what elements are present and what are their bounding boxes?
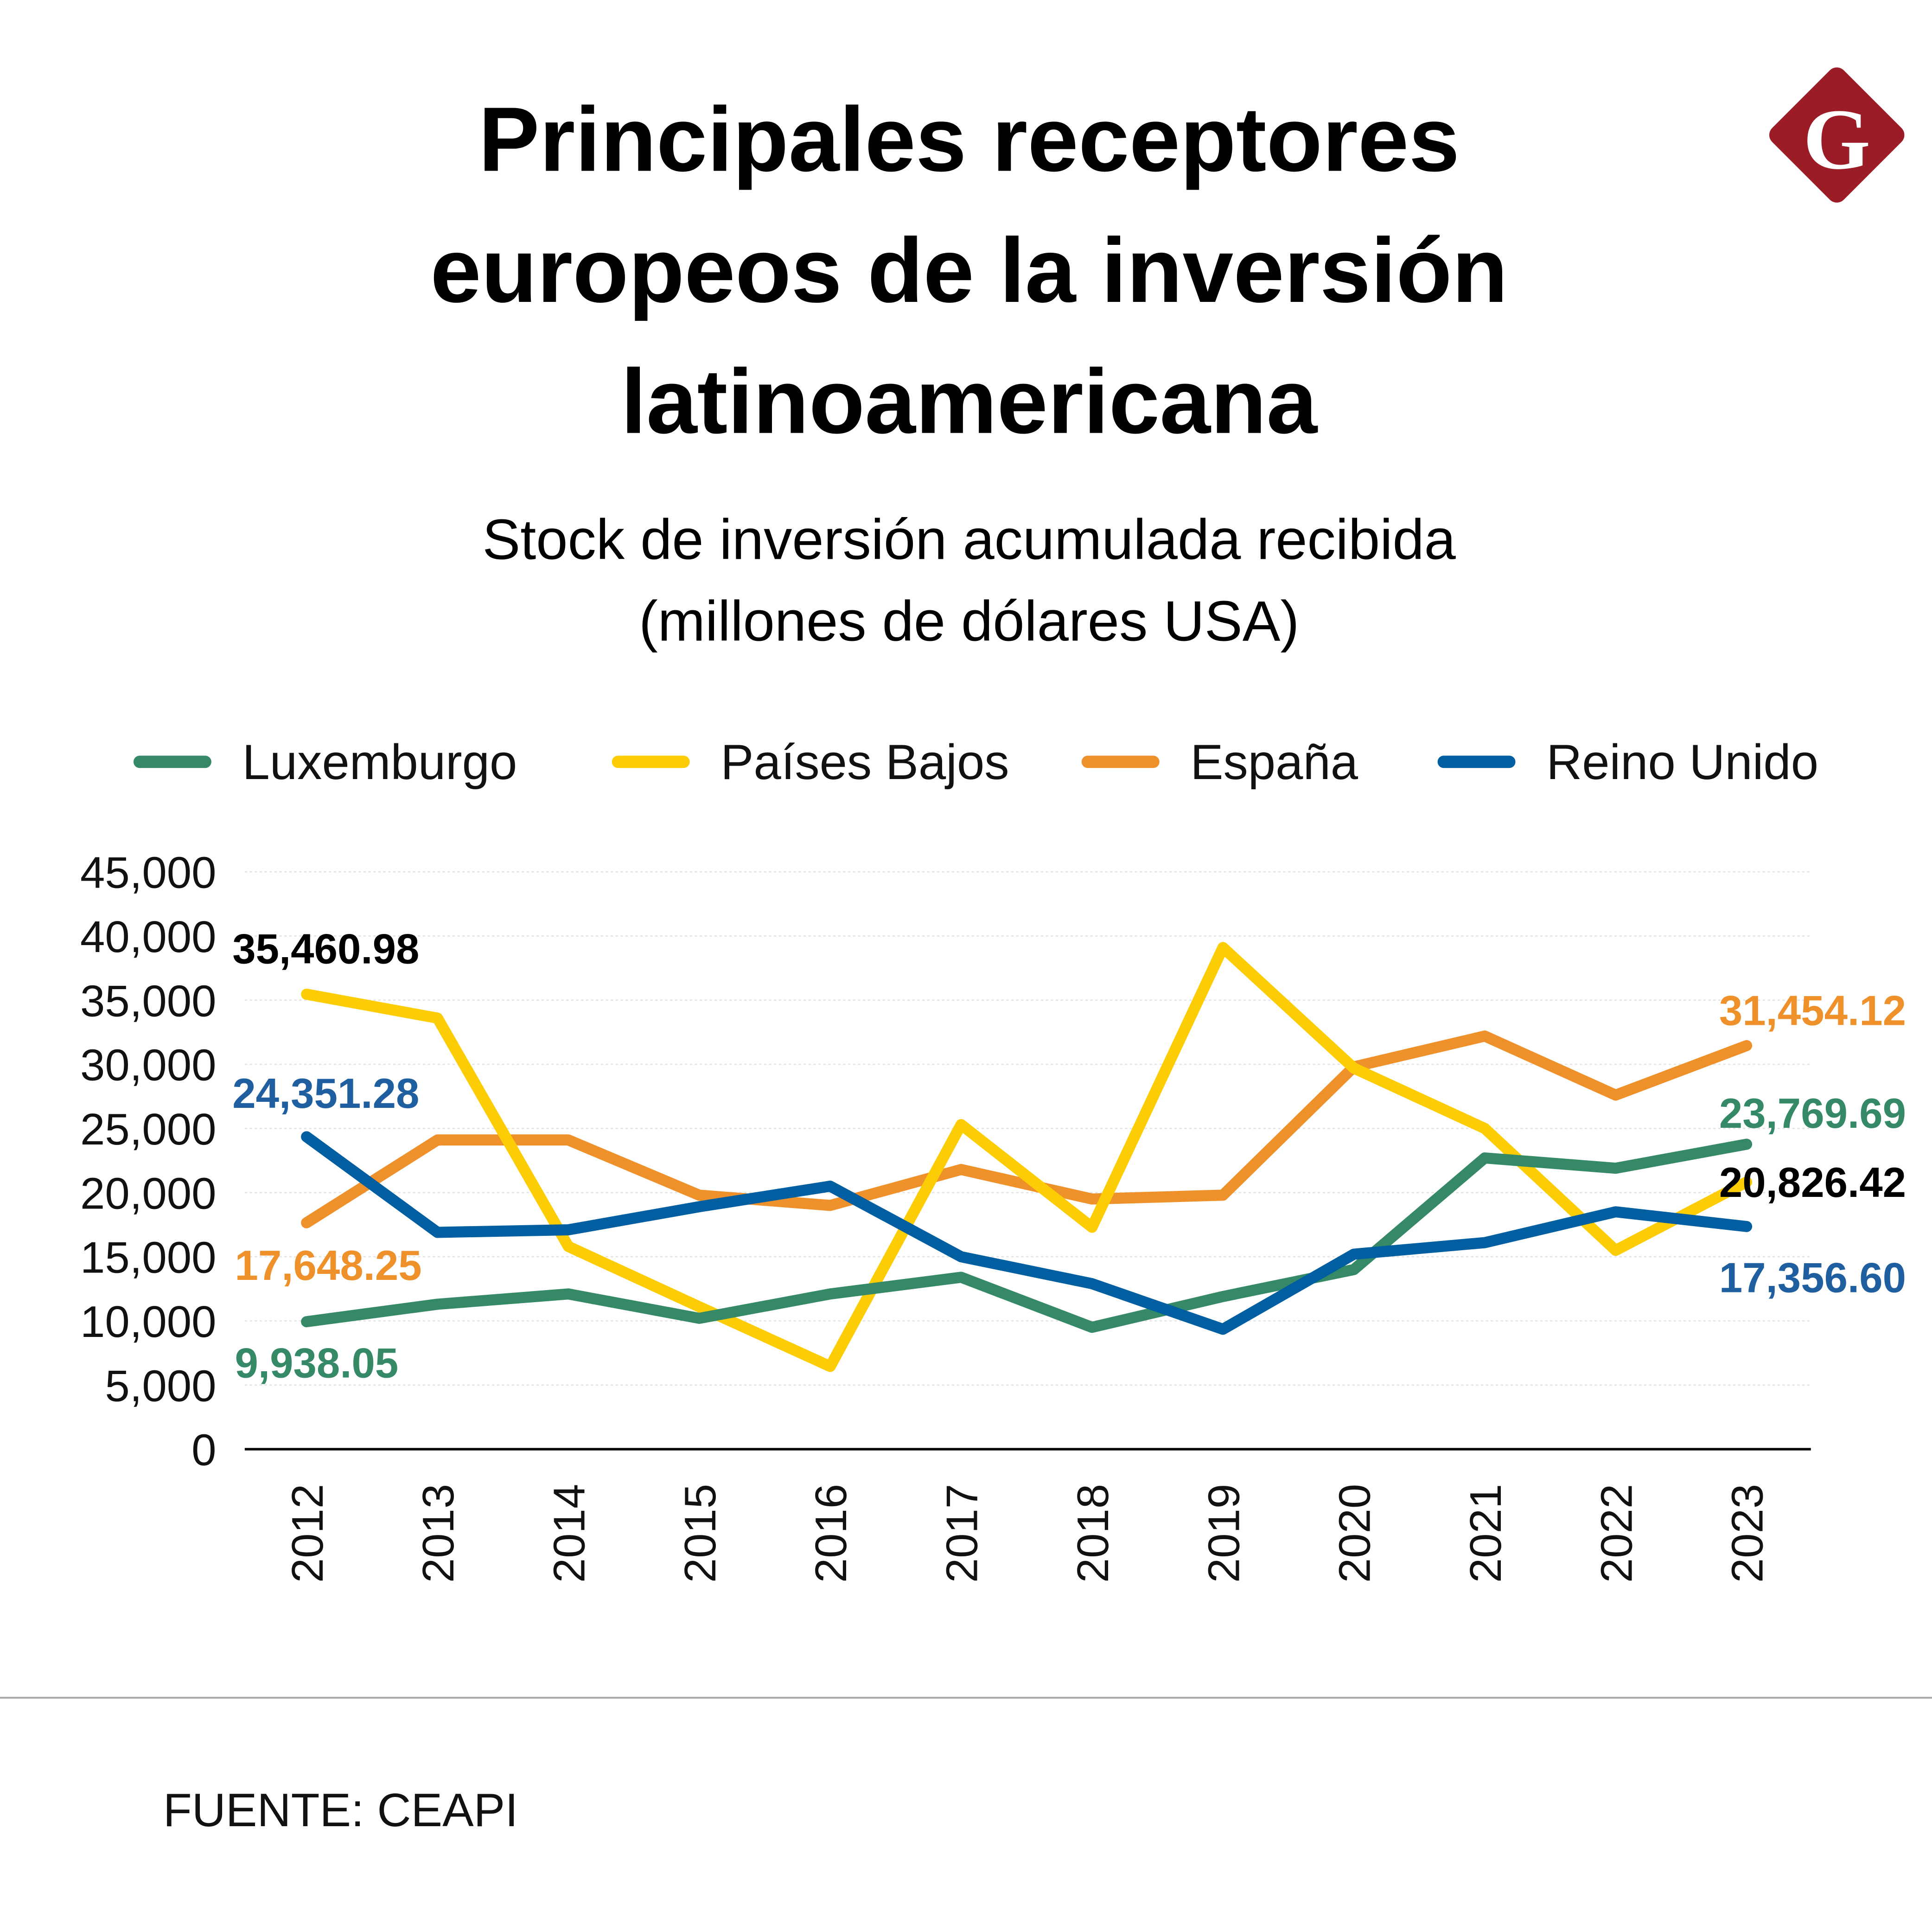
- subtitle-line-2: (millones de dólares USA): [639, 589, 1299, 652]
- data-label-last: 20,826.42: [1719, 1159, 1906, 1206]
- y-tick-label: 5,000: [105, 1361, 216, 1411]
- x-tick-label: 2022: [1592, 1484, 1641, 1583]
- x-tick-label: 2020: [1330, 1484, 1380, 1583]
- subtitle-line-1: Stock de inversión acumulada recibida: [482, 508, 1456, 571]
- x-tick-label: 2015: [676, 1484, 725, 1583]
- x-tick-label: 2019: [1199, 1484, 1249, 1583]
- y-tick-label: 35,000: [80, 976, 217, 1026]
- title-line-3: latinoamericana: [621, 350, 1318, 453]
- logo: G: [1769, 67, 1905, 203]
- y-tick-label: 20,000: [80, 1169, 217, 1218]
- y-tick-label: 0: [191, 1426, 216, 1475]
- series-line-reino-unido: [301, 1131, 1753, 1335]
- logo-diamond: [1769, 67, 1905, 203]
- grid: [244, 871, 1811, 1386]
- logo-letter: G: [1803, 92, 1870, 187]
- x-tick-label: 2016: [806, 1484, 856, 1583]
- y-axis: 0 5,000 10,000 15,000 20,000 25,000 30,000 35,0…: [80, 848, 217, 1475]
- legend: Luxemburgo Países Bajos España Reino Unido: [133, 734, 1818, 790]
- title-line-1: Principales receptores: [478, 88, 1460, 190]
- y-tick-label: 15,000: [80, 1233, 217, 1283]
- source-note: FUENTE: CEAPI: [163, 1784, 518, 1836]
- x-tick-label: 2021: [1461, 1484, 1511, 1583]
- x-tick-label: 2014: [545, 1484, 594, 1583]
- x-tick-label: 2018: [1068, 1484, 1118, 1583]
- x-tick-label: 2012: [283, 1484, 332, 1583]
- data-label-first: 24,351.28: [232, 1070, 419, 1117]
- legend-label: Reino Unido: [1546, 734, 1818, 790]
- x-axis: 2012 2013 2014 2015 2016 2017 2018 2019 2020 2021…: [283, 1484, 1773, 1583]
- legend-label: Luxemburgo: [242, 734, 517, 790]
- legend-label: Países Bajos: [721, 734, 1009, 790]
- y-tick-label: 40,000: [80, 912, 217, 962]
- data-label-last: 31,454.12: [1719, 988, 1906, 1035]
- x-tick-label: 2013: [414, 1484, 463, 1583]
- title-line-2: europeos de la inversión: [430, 219, 1508, 321]
- data-label-first: 35,460.98: [232, 926, 419, 972]
- y-tick-label: 30,000: [80, 1041, 217, 1090]
- y-tick-label: 45,000: [80, 848, 217, 898]
- x-tick-label: 2017: [937, 1484, 987, 1583]
- series-line-luxemburgo: [301, 1138, 1753, 1333]
- series-line-españa: [301, 1030, 1753, 1228]
- y-tick-label: 25,000: [80, 1105, 217, 1154]
- data-label-first: 9,938.05: [235, 1340, 399, 1387]
- x-tick-label: 2023: [1723, 1484, 1773, 1583]
- series-line-países-bajos: [301, 942, 1753, 1372]
- series-lines: [301, 942, 1753, 1372]
- legend-label: España: [1190, 734, 1358, 790]
- data-labels: 9,938.05 23,769.69 35,460.98 20,826.42 17,64…: [232, 926, 1906, 1387]
- data-label-last: 17,356.60: [1719, 1254, 1906, 1301]
- data-label-first: 17,648.25: [235, 1242, 422, 1289]
- y-tick-label: 10,000: [80, 1297, 217, 1347]
- data-label-last: 23,769.69: [1719, 1090, 1906, 1137]
